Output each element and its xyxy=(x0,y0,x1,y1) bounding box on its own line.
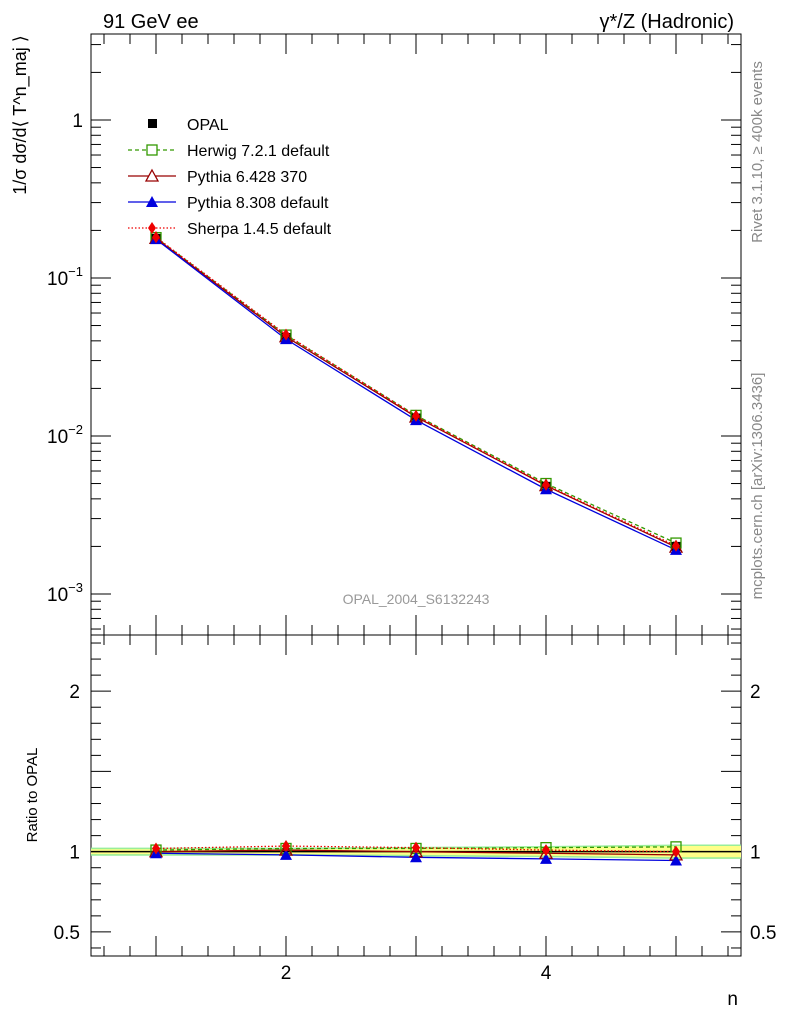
y-tick-label-ratio-right: 2 xyxy=(750,682,761,703)
y-tick-label-main: 10−3 xyxy=(47,580,83,606)
main-line-pythia8 xyxy=(155,238,677,551)
legend-label-opal: OPAL xyxy=(187,117,229,134)
data-point-pythia8 xyxy=(670,854,682,866)
analysis-watermark: OPAL_2004_S6132243 xyxy=(343,591,490,607)
data-point-sherpa xyxy=(152,231,160,244)
data-point-sherpa xyxy=(282,840,290,853)
legend-marker-sherpa xyxy=(148,222,156,234)
legend-entry-pythia8: Pythia 8.308 default xyxy=(128,195,329,212)
data-point-sherpa xyxy=(282,328,290,341)
header-right-title: γ*/Z (Hadronic) xyxy=(600,11,734,33)
data-point-sherpa xyxy=(542,478,550,491)
data-point-sherpa xyxy=(672,845,680,858)
data-point-sherpa xyxy=(152,842,160,855)
legend-entry-sherpa: Sherpa 1.4.5 default xyxy=(128,221,332,238)
x-tick-label: 4 xyxy=(541,963,552,984)
legend-entry-opal: OPAL xyxy=(148,117,229,134)
main-line-herwig xyxy=(155,237,677,544)
data-point-sherpa xyxy=(412,841,420,854)
y-tick-label-ratio-left: 2 xyxy=(69,682,80,703)
data-point-sherpa xyxy=(672,539,680,552)
x-tick-label: 2 xyxy=(281,963,292,984)
y-tick-label-main: 10−2 xyxy=(47,422,83,448)
axis-ticks xyxy=(91,34,741,956)
data-point-sherpa xyxy=(542,844,550,857)
legend-label-pythia8: Pythia 8.308 default xyxy=(187,195,329,212)
y-tick-label-main: 1 xyxy=(72,111,83,132)
legend-marker-herwig xyxy=(146,144,158,156)
rivet-version-text: Rivet 3.1.10, ≥ 400k events xyxy=(749,61,766,243)
header-left-title: 91 GeV ee xyxy=(103,11,199,33)
ratio-y-axis-label: Ratio to OPAL xyxy=(24,748,41,843)
legend-label-herwig: Herwig 7.2.1 default xyxy=(187,143,330,160)
legend-entry-herwig: Herwig 7.2.1 default xyxy=(128,143,330,160)
y-tick-label-ratio-left: 1 xyxy=(69,843,80,864)
legend-marker-opal xyxy=(148,119,157,128)
legend-marker-pythia8 xyxy=(146,196,158,207)
legend-label-sherpa: Sherpa 1.4.5 default xyxy=(187,221,332,238)
tick-labels: 1 10−1 10−2 10−3 2 2 1 1 0.5 0.5 2 4 xyxy=(47,111,776,984)
data-point-pythia8 xyxy=(540,852,552,864)
y-tick-label-ratio-right: 0.5 xyxy=(750,923,776,944)
main-y-axis-label: 1/σ dσ/d⟨ T^n_maj ⟩ xyxy=(10,35,31,194)
legend-marker-pythia6 xyxy=(144,168,160,182)
x-axis-label: n xyxy=(727,989,738,1010)
ratio-panel-frame xyxy=(90,634,742,957)
main-line-sherpa xyxy=(155,236,677,547)
series-curves xyxy=(148,231,684,866)
legend-entry-pythia6: Pythia 6.428 370 xyxy=(128,168,307,186)
y-tick-label-ratio-left: 0.5 xyxy=(54,923,80,944)
main-line-pythia6 xyxy=(155,237,677,548)
data-point-pythia8 xyxy=(280,848,292,860)
y-tick-label-main: 10−1 xyxy=(47,264,83,290)
data-point-pythia8 xyxy=(410,851,422,863)
mcplots-credit-text: mcplots.cern.ch [arXiv:1306.3436] xyxy=(749,373,766,600)
data-point-sherpa xyxy=(412,409,420,422)
y-tick-label-ratio-right: 1 xyxy=(750,843,761,864)
legend: OPAL Herwig 7.2.1 default Pythia 6.428 3… xyxy=(128,117,332,238)
legend-label-pythia6: Pythia 6.428 370 xyxy=(187,169,307,186)
